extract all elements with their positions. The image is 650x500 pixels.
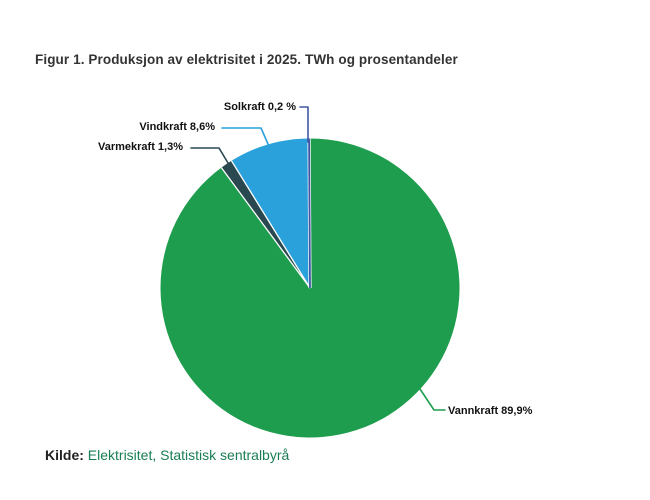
leader-line-varmekraft: [190, 147, 229, 164]
slice-separator: [220, 167, 311, 289]
source-prefix: Kilde:: [45, 447, 84, 463]
pie-slice-varmekraft: [221, 160, 310, 288]
chart-title: Figur 1. Produksjon av elektrisitet i 20…: [35, 52, 458, 67]
leader-line-solkraft: [299, 106, 309, 143]
pie-slice-vannkraft: [160, 138, 460, 438]
slice-gap-lines: [220, 138, 312, 289]
source-link[interactable]: Elektrisitet, Statistisk sentralbyrå: [87, 447, 290, 463]
slice-label-vindkraft: Vindkraft 8,6%: [139, 121, 215, 133]
pie-slices: [160, 138, 460, 438]
leader-line-vannkraft: [419, 388, 446, 411]
source-line: Kilde: Elektrisitet, Statistisk sentralb…: [45, 447, 289, 463]
slice-separator: [230, 160, 311, 289]
pie-slice-vindkraft: [231, 138, 310, 288]
slice-separator: [308, 138, 311, 289]
slice-label-vannkraft: Vannkraft 89,9%: [448, 405, 533, 417]
leader-line-vindkraft: [221, 127, 269, 145]
slice-label-varmekraft: Varmekraft 1,3%: [98, 141, 183, 153]
slice-label-solkraft: Solkraft 0,2 %: [223, 101, 296, 113]
